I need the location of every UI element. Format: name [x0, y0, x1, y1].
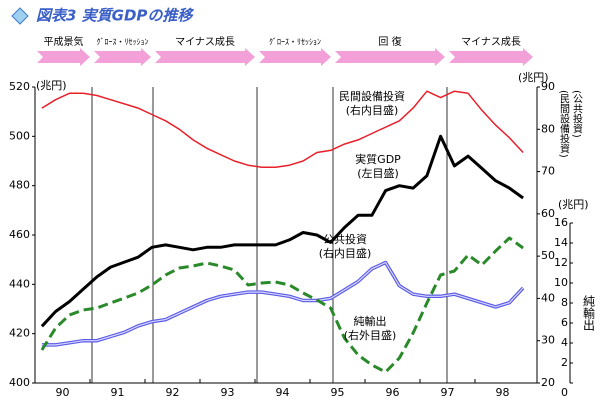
y3-tick-label: 16: [554, 216, 568, 229]
title-icon: [11, 7, 29, 25]
y2-tick-label: 30: [541, 334, 555, 347]
y-tick-label: 480: [9, 179, 30, 192]
y-tick-label: 460: [9, 228, 30, 241]
x-tick-label: 96: [386, 386, 400, 399]
y-tick-label: 520: [9, 80, 30, 93]
x-tick-label: 91: [111, 386, 125, 399]
phase-arrow: [94, 48, 151, 66]
y-axis-label: (兆円): [36, 79, 67, 92]
x-tick-label: 92: [166, 386, 180, 399]
phase-label: 回 復: [378, 35, 401, 48]
phase-arrow: [37, 48, 90, 66]
x-tick-label: 94: [276, 386, 290, 399]
x-tick-label: 90: [56, 386, 70, 399]
y-tick-label: 500: [9, 129, 30, 142]
y3-axis-name: 純輸出: [582, 295, 596, 331]
y3-tick-label: 6: [561, 316, 568, 329]
series-line: [41, 260, 525, 347]
phase-arrow: [155, 48, 255, 66]
y3-tick-label: 0: [561, 386, 568, 399]
series-axis-note: (右外目盛): [344, 328, 397, 342]
y2-tick-label: 80: [541, 122, 555, 135]
y2-tick-label: 60: [541, 207, 555, 220]
y2-tick-label: 20: [541, 376, 555, 389]
y2-axis-label: (兆円): [518, 71, 549, 84]
x-tick-label: 95: [331, 386, 345, 399]
series-line: [40, 236, 524, 374]
series-axis-note: (右内目盛): [319, 246, 372, 260]
series-name: 民間設備投資: [339, 89, 405, 103]
series-name: 実質GDP: [355, 152, 401, 166]
y2-tick-label: 50: [541, 249, 555, 262]
x-tick-label: 93: [221, 386, 235, 399]
y3-tick-label: 4: [561, 336, 568, 349]
series-name: 純輸出: [354, 314, 387, 328]
y2-tick-label: 90: [541, 80, 555, 93]
y2-sublabel: (民間設備投資): [558, 90, 570, 158]
phase-label: 平成景気: [44, 35, 84, 48]
y3-tick-label: 14: [554, 236, 568, 249]
y3-tick-label: 2: [561, 356, 568, 369]
phase-arrow: [449, 48, 533, 66]
y-tick-label: 440: [9, 277, 30, 290]
series-axis-note: (左目盛): [357, 166, 399, 180]
phase-label: マイナス成長: [461, 36, 521, 48]
phase-label: ｸﾞﾛｰｽ・ﾘｾｯｼｮﾝ: [97, 38, 149, 47]
series-name: 公共投資: [323, 232, 367, 246]
y2-sublabel: (公共投資): [571, 90, 583, 138]
series-line-highlight: [41, 261, 524, 346]
y-tick-label: 400: [9, 376, 30, 389]
phase-label: マイナス成長: [175, 36, 235, 48]
x-tick-label: 97: [441, 386, 455, 399]
series-axis-note: (右内目盛): [346, 103, 399, 117]
chart-title: 図表3 実質GDPの推移: [36, 7, 194, 25]
series-line: [41, 90, 524, 169]
y3-tick-label: 8: [561, 296, 568, 309]
phase-arrow: [259, 48, 331, 66]
phase-arrow: [335, 48, 445, 66]
y2-tick-label: 40: [541, 291, 555, 304]
x-tick-label: 98: [496, 386, 510, 399]
y3-axis-label: (兆円): [558, 198, 589, 211]
y-tick-label: 420: [9, 327, 30, 340]
y3-tick-label: 12: [554, 256, 568, 269]
series-line: [40, 134, 524, 328]
y2-tick-label: 70: [541, 165, 555, 178]
phase-label: ｸﾞﾛｰｽ・ﾘｾｯｼｮﾝ: [269, 38, 321, 47]
y3-tick-label: 10: [554, 276, 568, 289]
